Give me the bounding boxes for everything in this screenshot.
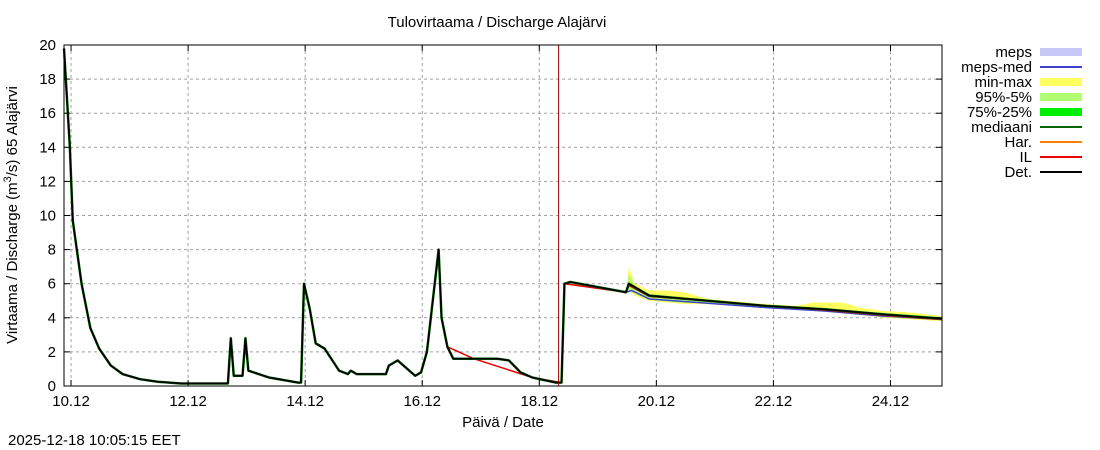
legend-label: meps-med <box>961 59 1032 76</box>
x-tick-label: 16.12 <box>403 393 441 410</box>
y-tick-label: 8 <box>48 242 56 259</box>
x-axis-ticks: 10.12 12.12 14.12 16.12 18.12 20.12 22.12 24.12 <box>52 45 909 410</box>
y-tick-label: 2 <box>48 344 56 361</box>
legend-label: IL <box>1019 149 1032 166</box>
legend-label: 75%-25% <box>967 104 1032 121</box>
y-tick-label: 18 <box>39 71 56 88</box>
series-lines <box>62 48 943 385</box>
ensemble-bands <box>625 266 942 322</box>
y-tick-label: 14 <box>39 139 56 156</box>
legend-swatch-band <box>1040 93 1082 101</box>
line-meps-med <box>625 289 943 321</box>
x-tick-label: 22.12 <box>755 393 793 410</box>
grid-lines <box>64 45 942 386</box>
x-tick-label: 24.12 <box>872 393 910 410</box>
chart-title: Tulovirtaama / Discharge Alajärvi <box>388 14 607 31</box>
x-tick-label: 18.12 <box>521 393 559 410</box>
band-min-max <box>625 266 942 322</box>
legend-swatch-band <box>1040 78 1082 86</box>
legend-label: min-max <box>974 74 1032 91</box>
legend-label: Har. <box>1004 134 1032 151</box>
legend-swatch-band <box>1040 108 1082 116</box>
y-tick-label: 20 <box>39 37 56 54</box>
legend-label: meps <box>995 44 1032 61</box>
y-tick-label: 0 <box>48 378 56 395</box>
legend-label: mediaani <box>971 119 1032 136</box>
y-tick-label: 16 <box>39 105 56 122</box>
legend-label: 95%-5% <box>975 89 1032 106</box>
timestamp: 2025-12-18 10:05:15 EET <box>8 432 181 449</box>
y-axis-ticks: 0 2 4 6 8 10 12 14 16 18 20 <box>39 37 942 395</box>
y-tick-label: 6 <box>48 276 56 293</box>
x-axis-label: Päivä / Date <box>462 414 544 431</box>
x-tick-label: 10.12 <box>52 393 90 410</box>
y-tick-label: 12 <box>39 173 56 190</box>
legend-label: Det. <box>1004 164 1032 181</box>
y-tick-label: 10 <box>39 208 56 225</box>
x-tick-label: 20.12 <box>638 393 676 410</box>
y-axis-label: Virtaama / Discharge (m3/s) 65 Alajärvi <box>2 86 21 344</box>
x-tick-label: 12.12 <box>169 393 207 410</box>
x-tick-label: 14.12 <box>286 393 324 410</box>
legend: mepsmeps-medmin-max95%-5%75%-25%mediaani… <box>961 44 1082 181</box>
legend-swatch-band <box>1040 48 1082 56</box>
line-det- <box>63 48 943 385</box>
y-tick-label: 4 <box>48 310 56 327</box>
